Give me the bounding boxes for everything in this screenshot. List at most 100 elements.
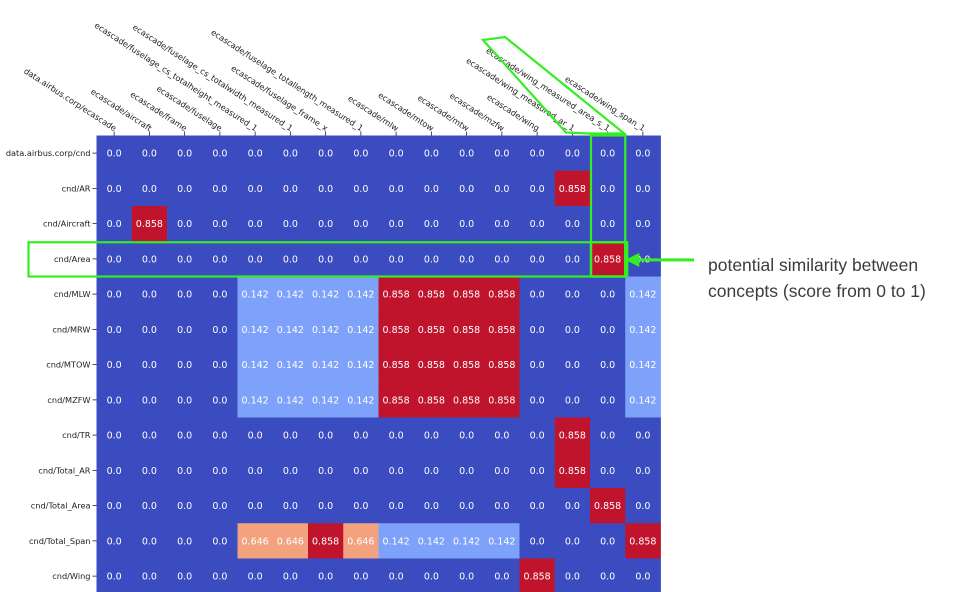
annotation-line-1: potential similarity between bbox=[708, 255, 919, 275]
cell-label: 0.0 bbox=[389, 254, 404, 265]
heatmap-cell bbox=[519, 347, 556, 383]
heatmap-cell bbox=[484, 417, 520, 454]
cell-label: 0.858 bbox=[594, 254, 621, 265]
heatmap-cell bbox=[202, 135, 238, 172]
heatmap-cell bbox=[237, 452, 274, 489]
heatmap-cell bbox=[96, 417, 133, 454]
cell-label: 0.0 bbox=[424, 184, 439, 195]
heatmap-cell bbox=[413, 276, 450, 313]
heatmap-cell bbox=[484, 452, 520, 489]
heatmap-cell bbox=[554, 523, 591, 559]
cell-label: 0.858 bbox=[312, 536, 339, 547]
heatmap-cell bbox=[343, 170, 379, 207]
cell-label: 0.0 bbox=[494, 184, 509, 195]
heatmap-cell bbox=[308, 417, 344, 454]
cell-label: 0.0 bbox=[353, 184, 368, 195]
row-label-cnd-area: cnd/Area bbox=[54, 254, 91, 264]
heatmap-cell bbox=[449, 417, 485, 454]
heatmap-cell bbox=[590, 347, 626, 383]
cell-label: 0.0 bbox=[177, 395, 192, 406]
heatmap-cell bbox=[131, 241, 168, 277]
heatmap-cell bbox=[131, 170, 168, 207]
heatmap-cell bbox=[378, 523, 415, 559]
heatmap-cell bbox=[484, 523, 520, 559]
cell-label: 0.142 bbox=[312, 360, 339, 371]
cell-label: 0.0 bbox=[353, 149, 368, 160]
cell-label: 0.0 bbox=[107, 325, 122, 336]
cell-label: 0.0 bbox=[424, 254, 439, 265]
heatmap-cell bbox=[202, 382, 238, 418]
row-label-cnd-wing: cnd/Wing bbox=[52, 571, 90, 581]
cell-label: 0.0 bbox=[600, 431, 615, 442]
cell-label: 0.0 bbox=[565, 254, 580, 265]
cell-label: 0.0 bbox=[353, 466, 368, 477]
heatmap-cell bbox=[519, 135, 556, 172]
heatmap-cell bbox=[343, 206, 379, 242]
cell-label: 0.0 bbox=[248, 254, 263, 265]
heatmap-cell bbox=[484, 206, 520, 242]
cell-label: 0.858 bbox=[383, 325, 410, 336]
heatmap-cell bbox=[378, 241, 415, 277]
heatmap-cell bbox=[343, 347, 379, 383]
cell-label: 0.0 bbox=[389, 501, 404, 512]
cell-label: 0.0 bbox=[318, 254, 333, 265]
heatmap-cell bbox=[202, 347, 238, 383]
cell-label: 0.0 bbox=[353, 431, 368, 442]
heatmap-cell bbox=[590, 417, 626, 454]
cell-label: 0.858 bbox=[559, 431, 586, 442]
cell-label: 0.142 bbox=[242, 360, 269, 371]
heatmap-cell bbox=[272, 523, 309, 559]
cell-label: 0.858 bbox=[453, 290, 480, 301]
cell-label: 0.142 bbox=[242, 290, 269, 301]
heatmap-cell bbox=[96, 241, 133, 277]
heatmap-cell bbox=[413, 417, 450, 454]
cell-label: 0.0 bbox=[318, 219, 333, 230]
heatmap-cell bbox=[131, 347, 168, 383]
cell-label: 0.142 bbox=[347, 325, 374, 336]
cell-label: 0.0 bbox=[248, 184, 263, 195]
cell-label: 0.0 bbox=[459, 184, 474, 195]
heatmap-cell bbox=[378, 135, 415, 172]
cell-label: 0.0 bbox=[177, 325, 192, 336]
heatmap-cell bbox=[202, 452, 238, 489]
cell-label: 0.646 bbox=[242, 536, 269, 547]
heatmap-cell bbox=[590, 382, 626, 418]
cell-label: 0.0 bbox=[107, 360, 122, 371]
heatmap-cell bbox=[131, 311, 168, 348]
heatmap-cell bbox=[96, 347, 133, 383]
cell-label: 0.142 bbox=[347, 290, 374, 301]
heatmap-cell bbox=[625, 417, 661, 454]
cell-label: 0.0 bbox=[142, 466, 157, 477]
cell-label: 0.142 bbox=[383, 536, 410, 547]
row-label-cnd-total-span: cnd/Total_Span bbox=[29, 536, 90, 546]
cell-label: 0.0 bbox=[212, 572, 227, 583]
heatmap-cell bbox=[413, 558, 450, 592]
heatmap-cell bbox=[308, 311, 344, 348]
heatmap-cell bbox=[202, 558, 238, 592]
heatmap-cell bbox=[272, 382, 309, 418]
cell-label: 0.0 bbox=[177, 431, 192, 442]
row-label-cnd-tr: cnd/TR bbox=[62, 430, 91, 440]
heatmap-cell bbox=[343, 382, 379, 418]
heatmap-cell bbox=[167, 311, 203, 348]
column-label-ecascade-aircraft: ecascade/aircraft bbox=[89, 86, 154, 133]
cell-label: 0.142 bbox=[312, 290, 339, 301]
cell-label: 0.0 bbox=[459, 501, 474, 512]
cell-label: 0.0 bbox=[212, 254, 227, 265]
heatmap-cell bbox=[449, 488, 485, 524]
cell-label: 0.0 bbox=[177, 536, 192, 547]
cell-label: 0.0 bbox=[565, 536, 580, 547]
cell-label: 0.0 bbox=[459, 572, 474, 583]
heatmap-cell bbox=[625, 206, 661, 242]
heatmap-cell bbox=[272, 452, 309, 489]
heatmap-cell bbox=[202, 241, 238, 277]
cell-label: 0.0 bbox=[142, 431, 157, 442]
cell-label: 0.0 bbox=[142, 536, 157, 547]
heatmap-cell bbox=[519, 417, 556, 454]
cell-label: 0.0 bbox=[107, 466, 122, 477]
cell-label: 0.858 bbox=[383, 395, 410, 406]
heatmap-cell bbox=[519, 206, 556, 242]
cell-label: 0.0 bbox=[459, 254, 474, 265]
heatmap-cell bbox=[167, 241, 203, 277]
